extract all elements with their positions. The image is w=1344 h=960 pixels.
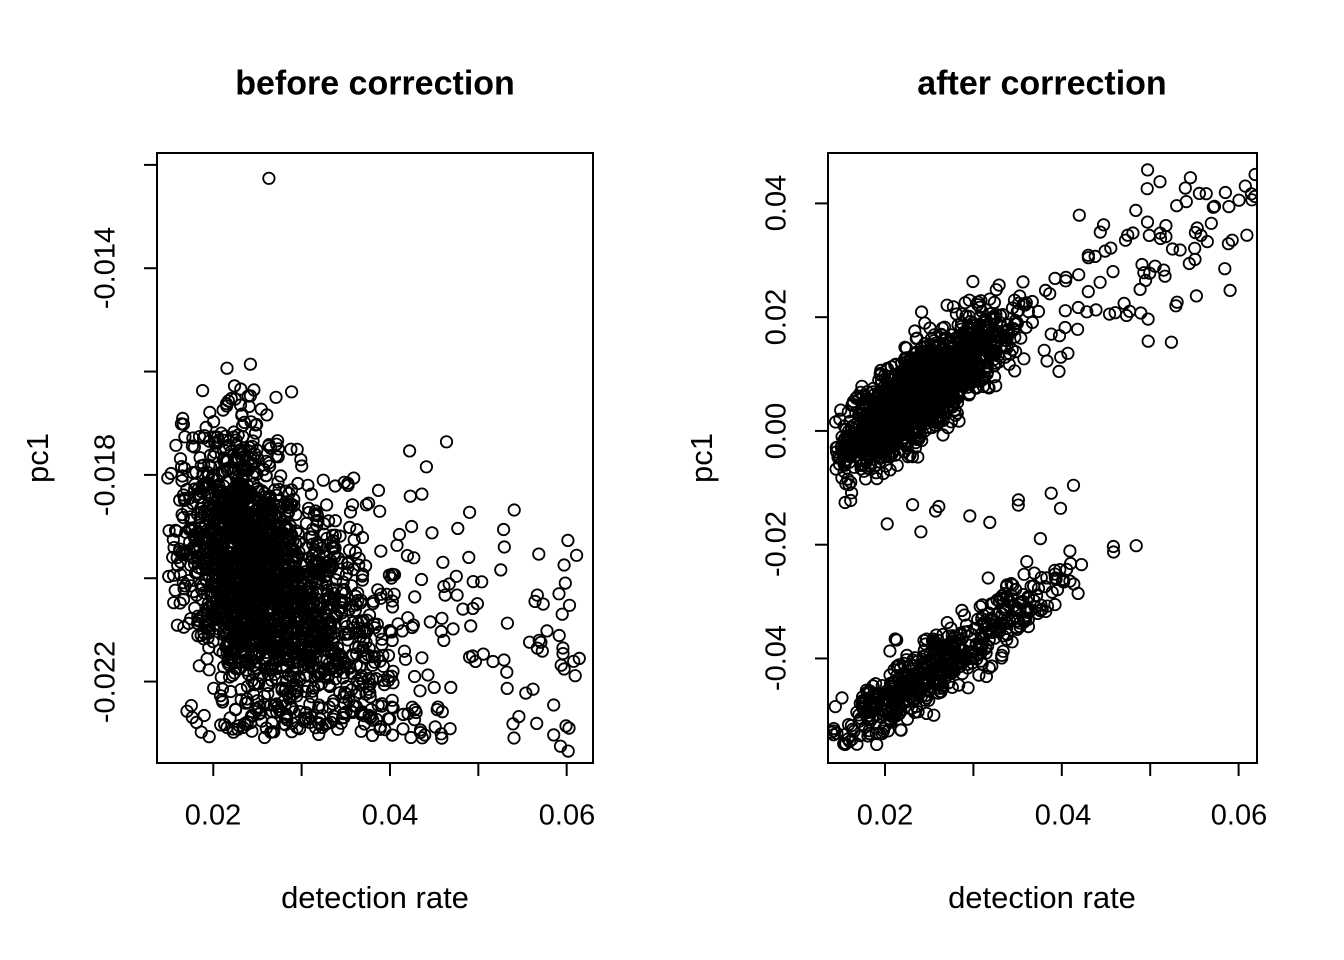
plot-box [827,152,1258,764]
outlier-point [553,739,568,753]
y-axis-label-before: pc1 [20,433,55,483]
y-tick-label: -0.018 [89,433,122,517]
outlier-point [262,171,276,185]
y-axis-label-after: pc1 [684,433,719,483]
x-tick-label: 0.06 [538,799,596,832]
x-tick-label: 0.02 [184,799,242,832]
scatter-points [161,171,586,758]
plot-box [156,152,594,764]
y-tick-label: -0.014 [89,226,122,310]
y-tick-label: -0.02 [760,510,793,578]
y-tick-label: 0.02 [760,288,793,346]
x-tick-label: 0.06 [1210,799,1268,832]
y-tick-label: -0.04 [760,624,793,692]
panel-1 [815,152,1258,776]
panel-title-after: after correction [917,64,1167,103]
scatter-points [828,163,1257,752]
y-tick-label: 0.00 [760,402,793,460]
panel-0 [144,152,594,776]
panel-title-before: before correction [235,64,515,103]
x-tick-label: 0.04 [361,799,419,832]
y-tick-label: -0.022 [89,640,122,724]
x-tick-label: 0.02 [856,799,914,832]
y-tick-label: 0.04 [760,174,793,232]
x-axis-label-before: detection rate [281,880,469,915]
x-axis-label-after: detection rate [948,880,1136,915]
x-tick-label: 0.04 [1034,799,1092,832]
